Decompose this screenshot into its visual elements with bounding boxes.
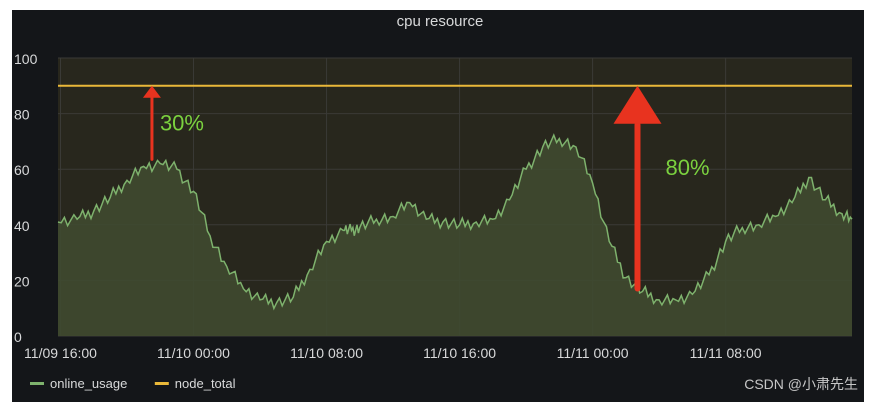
series-lines: [57, 84, 853, 311]
y-axis: 0 20 40 60 80 100: [14, 51, 38, 345]
legend-swatch: [30, 382, 44, 385]
arrow-head: [613, 85, 662, 124]
y-tick-label: 60: [14, 162, 30, 178]
legend-swatch: [154, 382, 169, 385]
chart-title: cpu resource: [397, 13, 484, 30]
x-tick-label: 11/11 08:00: [690, 345, 762, 361]
x-tick-label: 11/11 00:00: [557, 345, 629, 361]
legend-item[interactable]: node_total: [154, 376, 236, 391]
legend-label: online_usage: [50, 376, 127, 391]
watermark: CSDN @小肃先生: [744, 376, 858, 392]
annotation-label: 30%: [160, 110, 204, 135]
y-tick-label: 100: [14, 51, 38, 67]
online-usage-area: [58, 135, 852, 336]
x-tick-label: 11/10 08:00: [290, 345, 363, 361]
annotation-label: 80%: [665, 155, 709, 180]
x-tick-label: 11/10 00:00: [157, 345, 230, 361]
y-tick-label: 40: [14, 218, 30, 234]
legend-label: node_total: [175, 376, 236, 391]
series-area: [58, 135, 852, 336]
online-usage-line: [57, 133, 853, 311]
x-axis: 11/09 16:00 11/10 00:00 11/10 08:00 11/10 1…: [24, 345, 762, 361]
x-tick-label: 11/10 16:00: [423, 345, 496, 361]
y-tick-label: 80: [14, 107, 30, 123]
arrow-head: [142, 85, 161, 98]
legend-item[interactable]: online_usage: [30, 376, 127, 391]
y-tick-label: 0: [14, 329, 22, 345]
legend[interactable]: online_usage node_total: [30, 376, 236, 391]
annotations: 30% 80%: [142, 85, 710, 292]
arrow-shaft: [634, 121, 641, 292]
arrow-shaft: [150, 95, 154, 161]
x-tick-label: 11/09 16:00: [24, 345, 97, 361]
y-tick-label: 20: [14, 273, 30, 289]
